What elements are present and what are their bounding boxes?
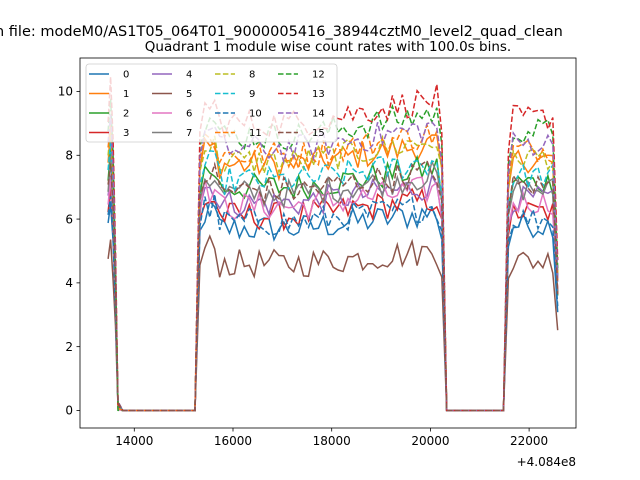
- series-line-5: [107, 234, 559, 412]
- legend-label-5: 5: [186, 89, 192, 100]
- legend-label-3: 3: [123, 128, 129, 139]
- x-axis: 14000 16000 18000 20000 22000: [115, 428, 548, 448]
- plot-frame: [79, 57, 577, 429]
- x-tick-label: 14000: [115, 434, 153, 448]
- x-tick-label: 22000: [510, 434, 548, 448]
- series-line-0: [107, 200, 559, 412]
- legend-label-10: 10: [249, 109, 262, 120]
- legend-box: [85, 63, 338, 143]
- x-tick-label: 16000: [214, 434, 252, 448]
- y-tick-label: 6: [65, 212, 73, 226]
- chart-title: Quadrant 1 module wise count rates with …: [145, 39, 511, 55]
- legend-label-11: 11: [249, 128, 262, 139]
- y-axis: 0 2 4 6 8 10: [58, 85, 80, 418]
- series-line-8: [107, 128, 559, 412]
- legend-label-2: 2: [123, 109, 129, 120]
- figure-suptitle: n file: modeM0/AS1T05_064T01_9000005416_…: [0, 24, 563, 40]
- series-line-3: [107, 187, 559, 412]
- x-tick-label: 20000: [411, 434, 449, 448]
- legend-label-0: 0: [123, 70, 129, 81]
- series-line-10: [107, 194, 559, 412]
- legend-label-14: 14: [312, 109, 325, 120]
- legend-label-9: 9: [249, 89, 255, 100]
- y-tick-label: 2: [65, 340, 73, 354]
- legend-label-1: 1: [123, 89, 129, 100]
- series-line-2: [107, 148, 559, 412]
- y-tick-label: 10: [58, 85, 73, 99]
- series-line-12: [107, 98, 559, 412]
- series-line-7: [107, 155, 559, 412]
- legend-label-12: 12: [312, 70, 325, 81]
- series-line-15: [107, 159, 559, 412]
- series-line-9: [107, 141, 559, 412]
- y-tick-label: 0: [65, 404, 73, 418]
- legend-label-13: 13: [312, 89, 325, 100]
- x-tick-label: 18000: [313, 434, 351, 448]
- x-offset-label: +4.084e8: [517, 455, 576, 469]
- legend-label-15: 15: [312, 128, 325, 139]
- legend-label-4: 4: [186, 70, 192, 81]
- legend-label-6: 6: [186, 109, 192, 120]
- legend-label-7: 7: [186, 128, 192, 139]
- y-tick-label: 4: [65, 276, 73, 290]
- legend-label-8: 8: [249, 70, 255, 81]
- series-line-1: [107, 129, 559, 412]
- y-tick-label: 8: [65, 148, 73, 162]
